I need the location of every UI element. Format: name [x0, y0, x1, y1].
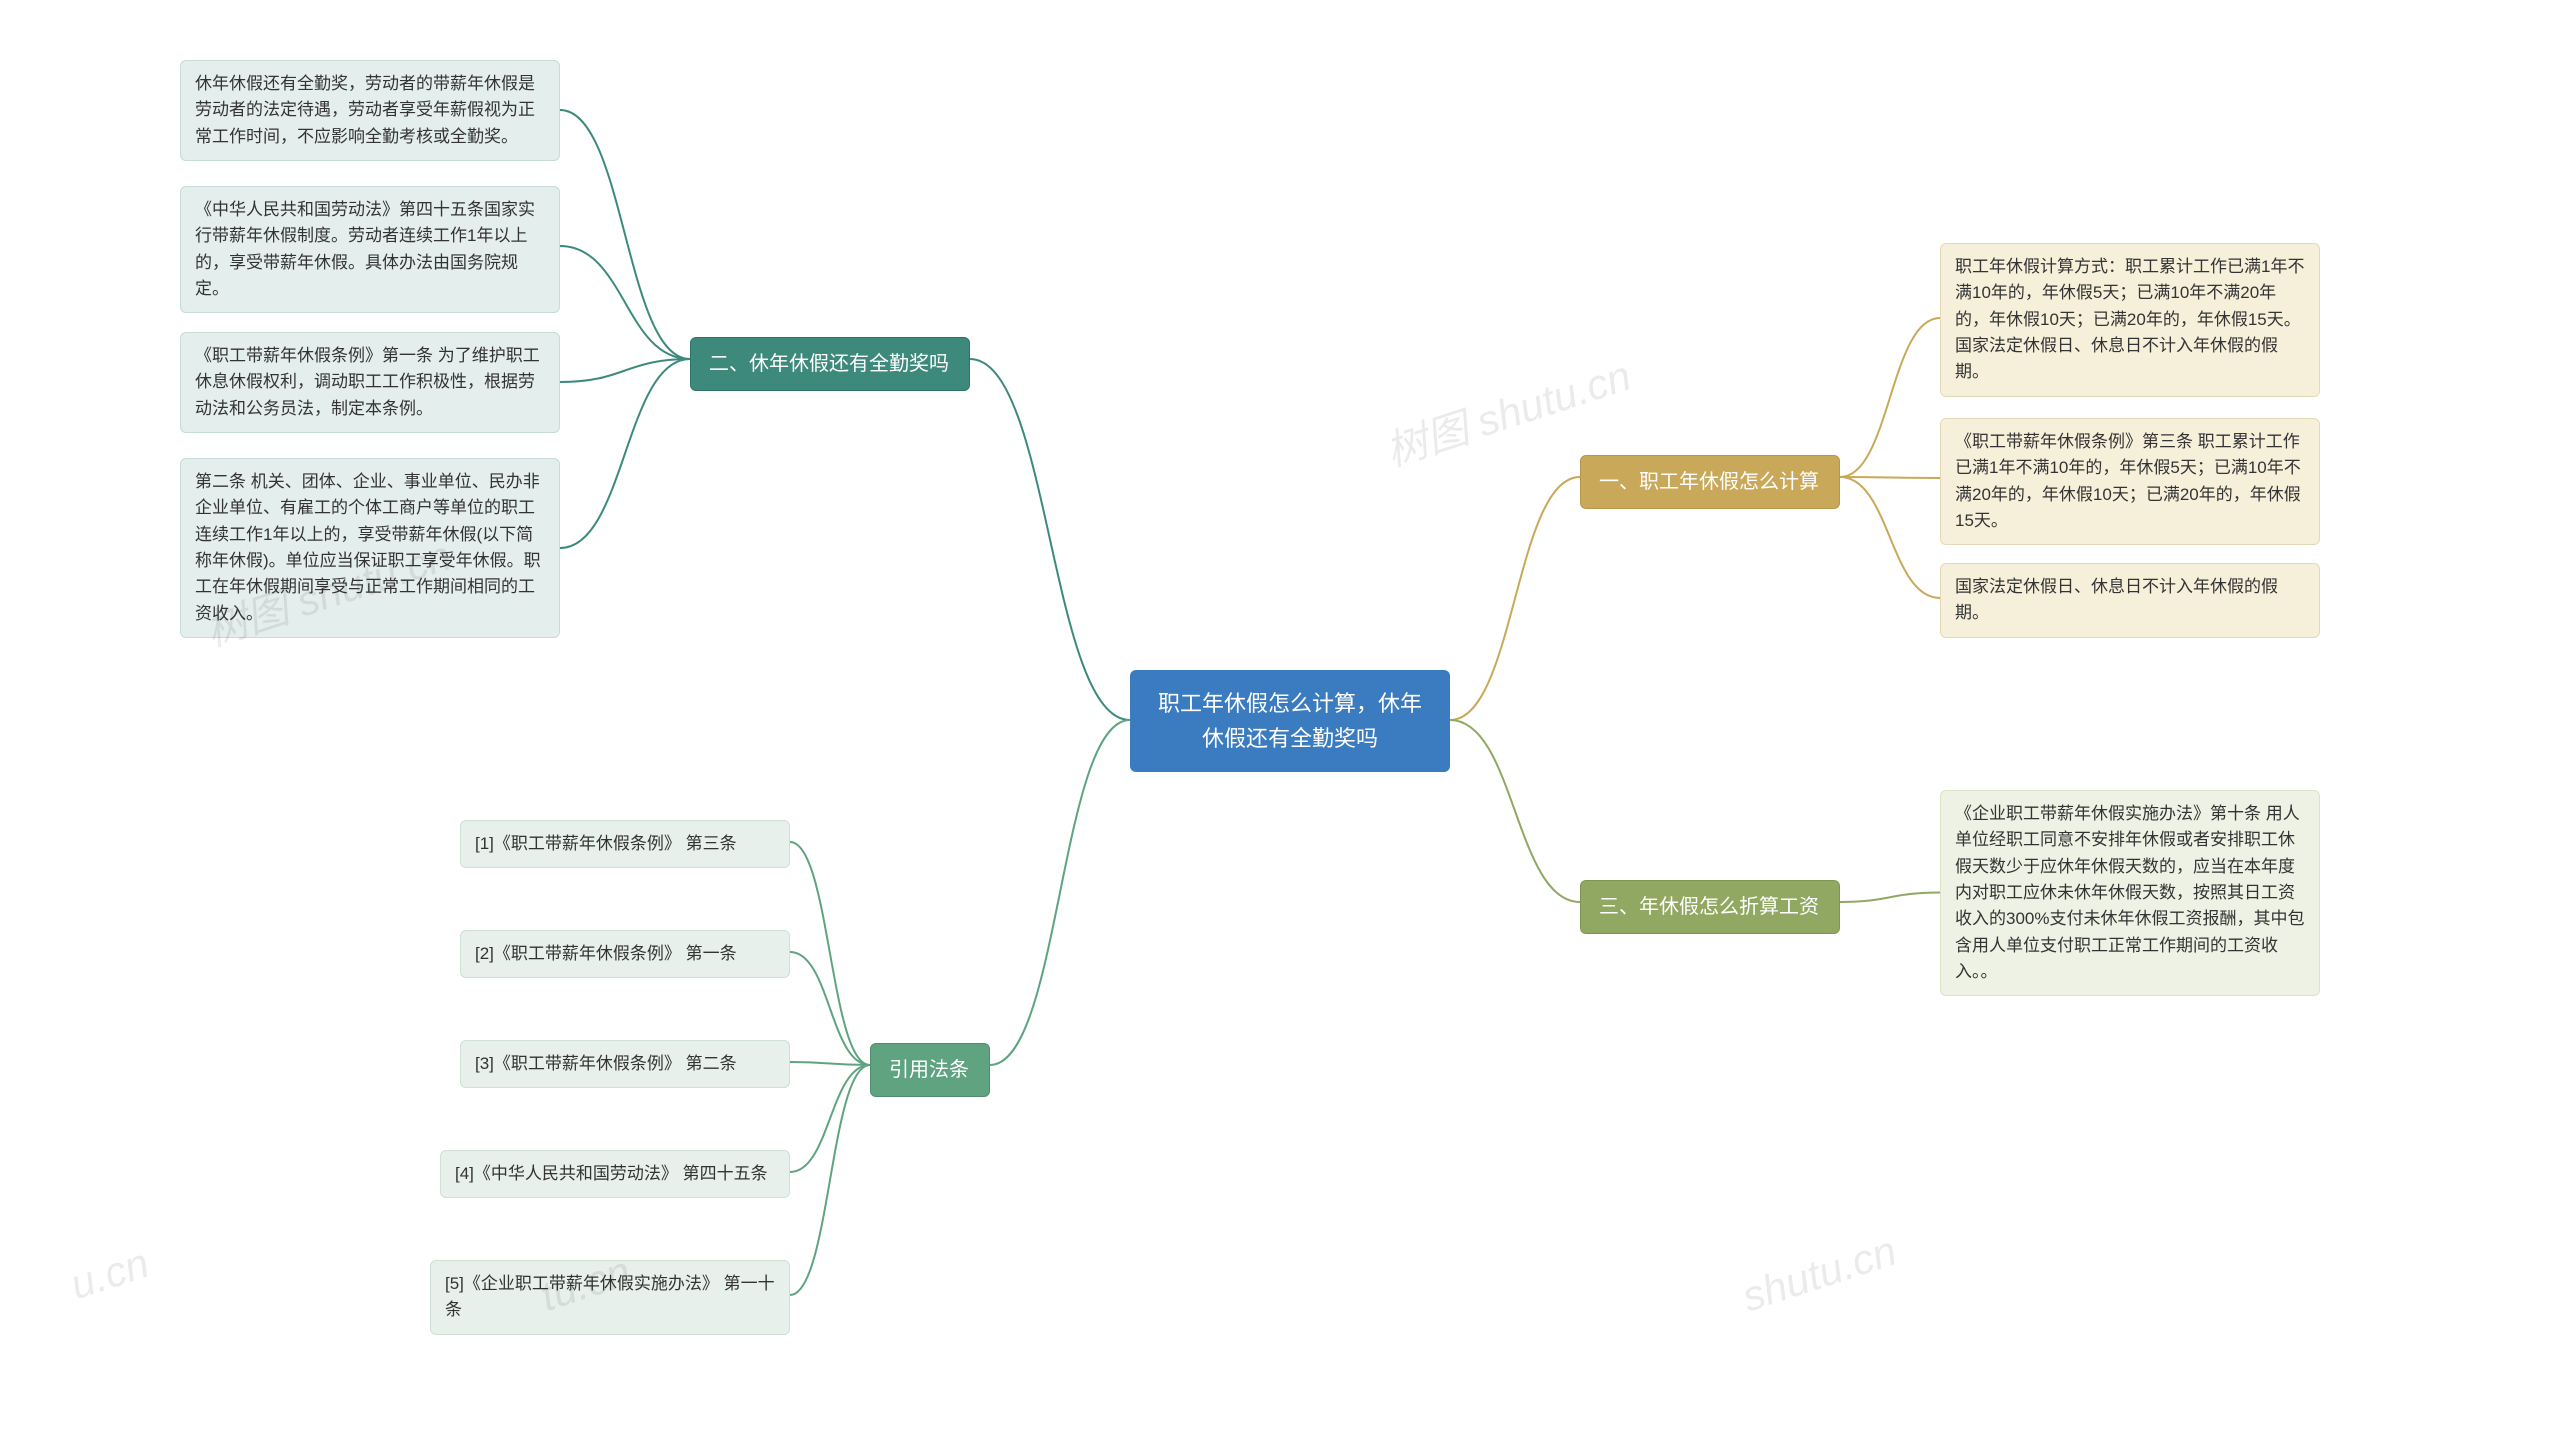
leaf-text: [2]《职工带薪年休假条例》 第一条	[475, 944, 737, 963]
branch-3[interactable]: 三、年休假怎么折算工资	[1580, 880, 1840, 934]
leaf-text: 《职工带薪年休假条例》第一条 为了维护职工休息休假权利，调动职工工作积极性，根据…	[195, 346, 540, 418]
leaf-text: [5]《企业职工带薪年休假实施办法》 第一十条	[445, 1274, 775, 1319]
leaf-text: 职工年休假计算方式：职工累计工作已满1年不满10年的，年休假5天；已满10年不满…	[1955, 257, 2304, 381]
branch-2[interactable]: 二、休年休假还有全勤奖吗	[690, 337, 970, 391]
leaf-text: [1]《职工带薪年休假条例》 第三条	[475, 834, 737, 853]
branch-2-leaf-2[interactable]: 《职工带薪年休假条例》第一条 为了维护职工休息休假权利，调动职工工作积极性，根据…	[180, 332, 560, 433]
root-node[interactable]: 职工年休假怎么计算，休年休假还有全勤奖吗	[1130, 670, 1450, 772]
leaf-text: [3]《职工带薪年休假条例》 第二条	[475, 1054, 737, 1073]
branch-4-leaf-2[interactable]: [3]《职工带薪年休假条例》 第二条	[460, 1040, 790, 1088]
leaf-text: 《职工带薪年休假条例》第三条 职工累计工作已满1年不满10年的，年休假5天；已满…	[1955, 432, 2301, 530]
leaf-text: 《企业职工带薪年休假实施办法》第十条 用人单位经职工同意不安排年休假或者安排职工…	[1955, 804, 2304, 981]
branch-4-leaf-1[interactable]: [2]《职工带薪年休假条例》 第一条	[460, 930, 790, 978]
leaf-text: 《中华人民共和国劳动法》第四十五条国家实行带薪年休假制度。劳动者连续工作1年以上…	[195, 200, 535, 298]
branch-2-leaf-3[interactable]: 第二条 机关、团体、企业、事业单位、民办非企业单位、有雇工的个体工商户等单位的职…	[180, 458, 560, 638]
branch-4-leaf-4[interactable]: [5]《企业职工带薪年休假实施办法》 第一十条	[430, 1260, 790, 1335]
branch-2-leaf-0[interactable]: 休年休假还有全勤奖，劳动者的带薪年休假是劳动者的法定待遇，劳动者享受年薪假视为正…	[180, 60, 560, 161]
branch-2-leaf-1[interactable]: 《中华人民共和国劳动法》第四十五条国家实行带薪年休假制度。劳动者连续工作1年以上…	[180, 186, 560, 313]
branch-3-label: 三、年休假怎么折算工资	[1599, 896, 1819, 918]
leaf-text: 休年休假还有全勤奖，劳动者的带薪年休假是劳动者的法定待遇，劳动者享受年薪假视为正…	[195, 74, 535, 146]
branch-4-leaf-3[interactable]: [4]《中华人民共和国劳动法》 第四十五条	[440, 1150, 790, 1198]
branch-4[interactable]: 引用法条	[870, 1043, 990, 1097]
watermark: shutu.cn	[1736, 1227, 1902, 1322]
root-label: 职工年休假怎么计算，休年休假还有全勤奖吗	[1158, 691, 1422, 751]
leaf-text: [4]《中华人民共和国劳动法》 第四十五条	[455, 1164, 768, 1183]
watermark: u.cn	[65, 1239, 155, 1309]
branch-2-label: 二、休年休假还有全勤奖吗	[709, 353, 949, 375]
branch-1-leaf-0[interactable]: 职工年休假计算方式：职工累计工作已满1年不满10年的，年休假5天；已满10年不满…	[1940, 243, 2320, 397]
branch-4-label: 引用法条	[889, 1059, 969, 1081]
leaf-text: 第二条 机关、团体、企业、事业单位、民办非企业单位、有雇工的个体工商户等单位的职…	[195, 472, 541, 623]
branch-1-leaf-1[interactable]: 《职工带薪年休假条例》第三条 职工累计工作已满1年不满10年的，年休假5天；已满…	[1940, 418, 2320, 545]
branch-4-leaf-0[interactable]: [1]《职工带薪年休假条例》 第三条	[460, 820, 790, 868]
branch-1-leaf-2[interactable]: 国家法定休假日、休息日不计入年休假的假期。	[1940, 563, 2320, 638]
leaf-text: 国家法定休假日、休息日不计入年休假的假期。	[1955, 577, 2278, 622]
branch-1-label: 一、职工年休假怎么计算	[1599, 471, 1819, 493]
branch-3-leaf-0[interactable]: 《企业职工带薪年休假实施办法》第十条 用人单位经职工同意不安排年休假或者安排职工…	[1940, 790, 2320, 996]
branch-1[interactable]: 一、职工年休假怎么计算	[1580, 455, 1840, 509]
